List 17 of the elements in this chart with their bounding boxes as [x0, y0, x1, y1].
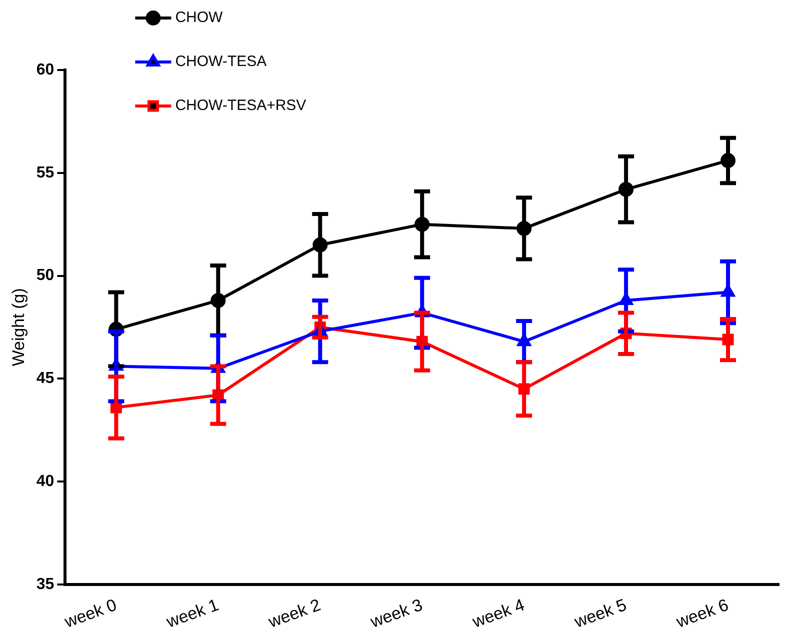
x-tick-label: week 1 [163, 595, 222, 632]
y-tick-label: 50 [36, 267, 54, 284]
x-tick-label: week 2 [265, 595, 324, 632]
x-tick-label: week 5 [570, 595, 630, 632]
legend-label: CHOW-TESA+RSV [175, 97, 306, 114]
y-tick-label: 55 [36, 164, 54, 182]
y-tick-label: 60 [36, 61, 54, 78]
y-tick-label: 40 [36, 472, 54, 490]
legend-label: CHOW-TESA [175, 53, 267, 70]
x-tick-label: week 0 [61, 595, 120, 632]
legend-label: CHOW [175, 9, 224, 26]
x-tick-label: week 6 [672, 595, 731, 632]
x-tick-label: week 3 [367, 595, 426, 632]
y-axis-title: Weight (g) [8, 288, 28, 366]
y-tick-label: 35 [36, 576, 54, 593]
y-tick-label: 45 [36, 370, 54, 388]
x-tick-label: week 4 [469, 595, 528, 632]
